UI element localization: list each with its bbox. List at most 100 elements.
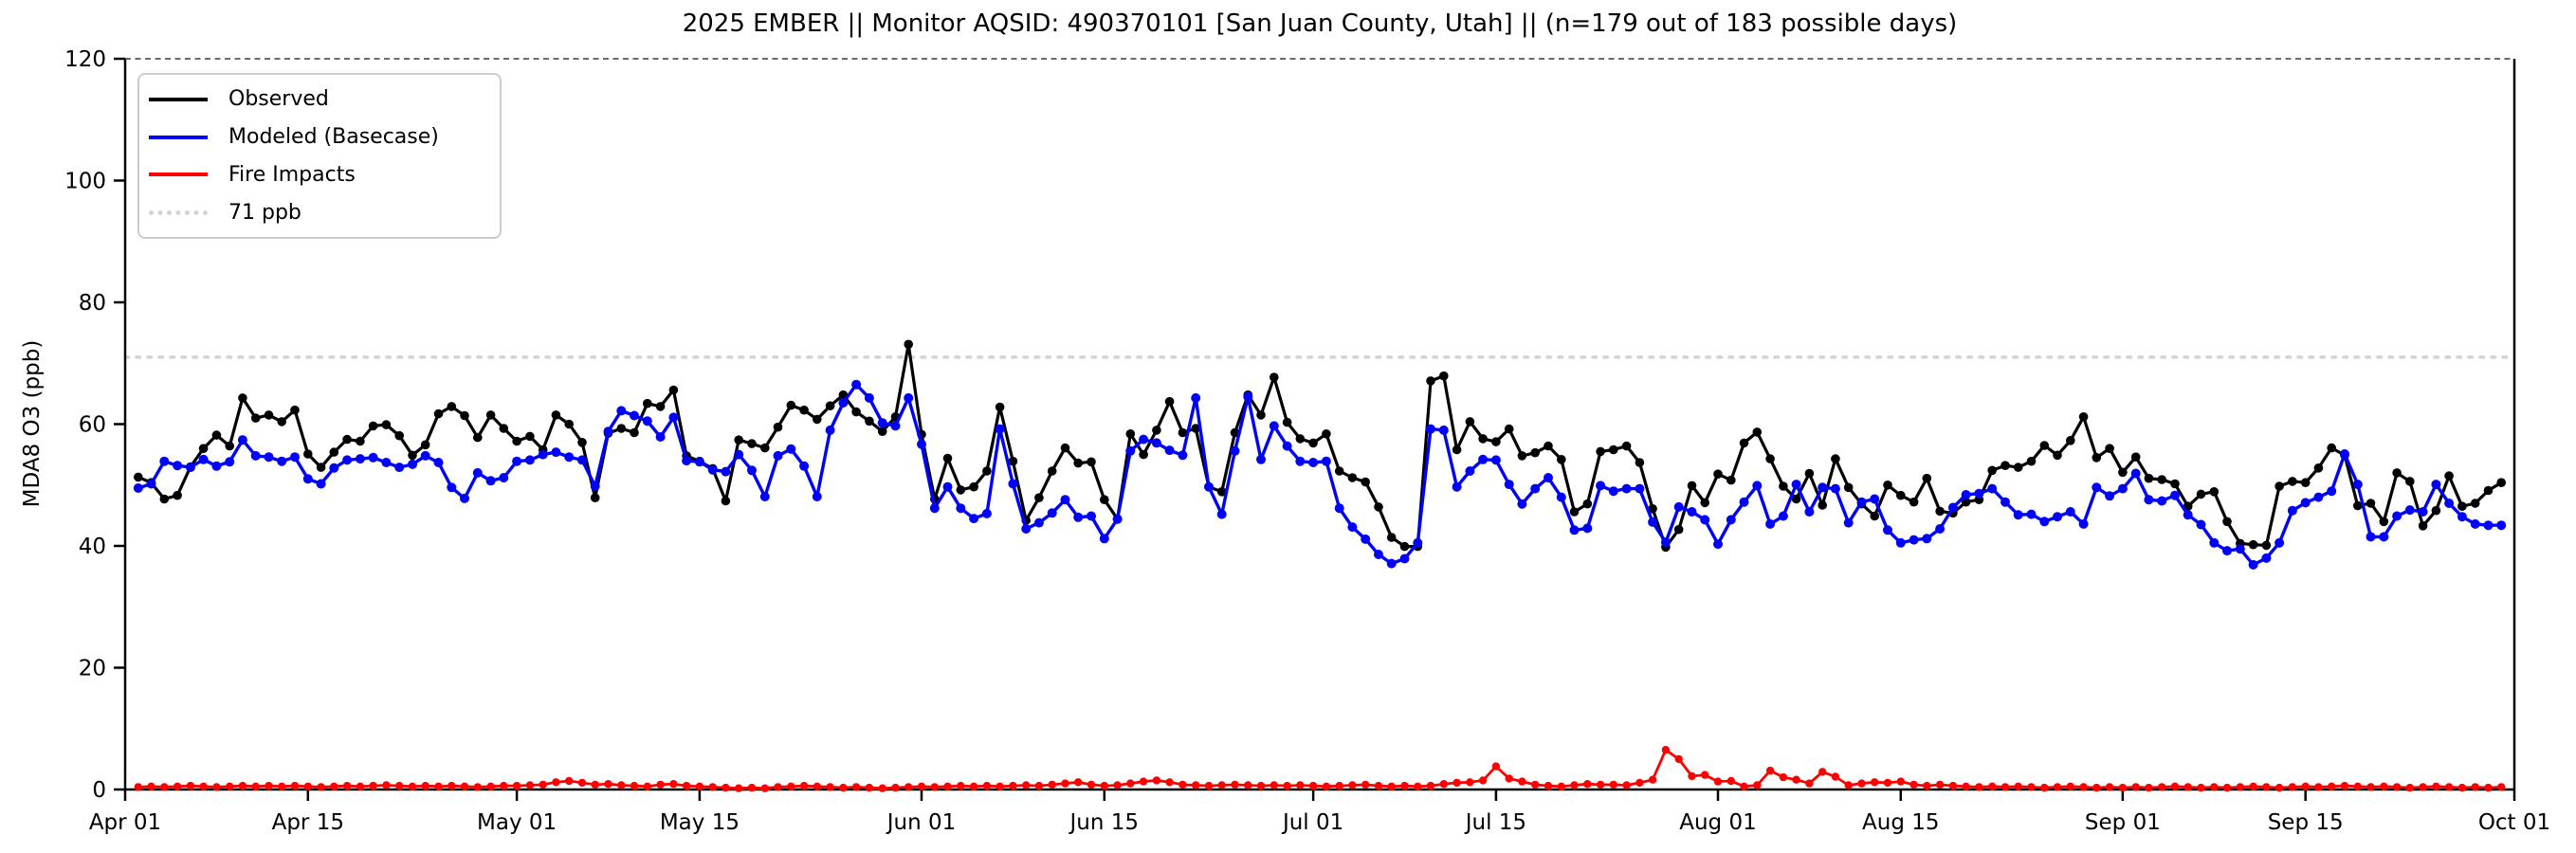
data-point [500, 781, 508, 790]
data-point [2275, 537, 2285, 548]
data-point [2366, 532, 2376, 542]
data-point [786, 444, 796, 454]
data-point [969, 514, 979, 524]
data-point [198, 444, 209, 454]
data-point [1047, 466, 1057, 476]
data-point [250, 450, 261, 461]
data-point [1008, 456, 1018, 466]
data-point [2405, 477, 2415, 486]
data-point [160, 783, 169, 791]
data-point [721, 466, 731, 477]
data-point [1517, 499, 1527, 509]
data-point [278, 782, 286, 790]
data-point [1557, 455, 1566, 464]
data-point [2209, 487, 2220, 497]
data-point [577, 438, 587, 447]
data-point [408, 459, 417, 469]
data-point [368, 421, 378, 431]
data-point [2300, 498, 2311, 508]
data-point [1818, 768, 1827, 776]
data-point [1544, 441, 1553, 451]
data-point [668, 385, 679, 395]
data-point [799, 405, 809, 415]
data-point [735, 784, 743, 792]
data-point [1570, 781, 1579, 789]
data-point [2197, 783, 2205, 792]
data-point [1726, 515, 1736, 525]
data-point [2340, 781, 2349, 790]
fire-line-sample [149, 172, 208, 177]
data-point [525, 781, 535, 789]
data-point [773, 450, 783, 461]
data-point [1216, 509, 1227, 519]
data-point [1596, 446, 1605, 457]
data-point [656, 780, 665, 789]
data-point [512, 456, 522, 466]
data-point [865, 783, 874, 792]
data-point [1556, 492, 1566, 502]
data-point [1361, 780, 1370, 789]
data-point [552, 778, 560, 787]
data-point [1308, 438, 1318, 448]
data-point [1295, 456, 1306, 466]
legend-item-modeled: Modeled (Basecase) [139, 118, 500, 156]
data-point [2013, 510, 2023, 520]
data-point [2117, 483, 2128, 494]
data-point [2405, 783, 2414, 792]
data-point [839, 783, 848, 792]
data-point [942, 453, 953, 463]
data-point [2222, 546, 2232, 556]
data-point [2432, 782, 2440, 790]
data-point [290, 781, 300, 790]
data-point [394, 430, 405, 441]
data-point [2353, 782, 2362, 790]
data-point [1988, 782, 1997, 790]
data-point [1386, 558, 1397, 569]
data-point [1164, 445, 1175, 456]
data-point [460, 782, 469, 790]
data-point [303, 782, 312, 790]
data-point [2118, 783, 2128, 792]
data-point [1791, 480, 1801, 490]
data-point [173, 490, 182, 500]
data-point [2158, 783, 2166, 791]
data-point [1765, 518, 1776, 529]
data-point [1700, 498, 1709, 508]
data-point [2053, 783, 2062, 791]
data-point [395, 781, 404, 790]
data-point [2418, 507, 2428, 517]
x-tick-label: Jun 15 [1069, 810, 1140, 835]
data-point [1909, 780, 1918, 789]
data-point [630, 781, 639, 790]
data-point [1517, 451, 1527, 461]
data-point [747, 465, 757, 476]
data-point [590, 493, 600, 502]
data-point [1962, 782, 1970, 790]
data-point [2262, 783, 2271, 791]
data-point [251, 782, 260, 790]
data-point [2497, 783, 2506, 791]
data-point [1752, 481, 1763, 491]
data-point [851, 379, 862, 390]
legend-label: Modeled (Basecase) [228, 125, 439, 150]
data-point [2275, 783, 2284, 792]
data-point [1282, 441, 1292, 451]
data-point [2248, 539, 2258, 550]
data-point [2431, 480, 2441, 490]
data-point [473, 432, 483, 443]
data-point [1139, 434, 1149, 445]
data-point [838, 398, 849, 408]
data-point [2118, 467, 2128, 478]
data-point [147, 782, 155, 790]
data-point [787, 782, 795, 790]
data-point [2196, 519, 2206, 530]
data-point [1191, 424, 1200, 433]
data-point [2301, 782, 2310, 790]
data-point [1608, 486, 1618, 497]
data-point [1883, 778, 1892, 788]
data-point [460, 493, 469, 503]
data-point [1687, 507, 1697, 517]
data-point [1530, 447, 1540, 458]
data-point [564, 452, 575, 463]
